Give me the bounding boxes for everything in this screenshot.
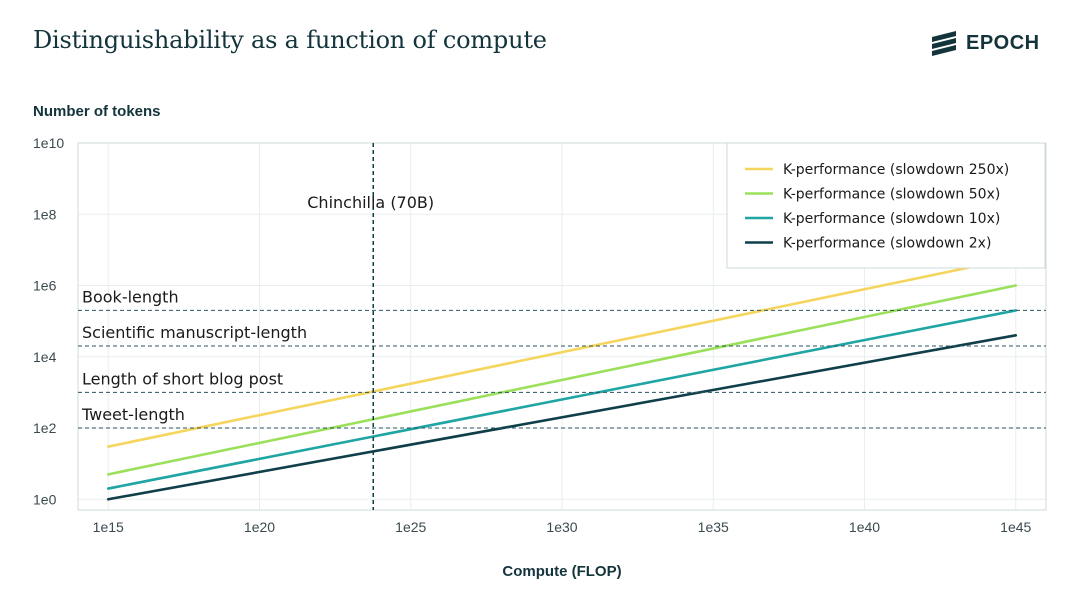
legend-box <box>726 142 1046 269</box>
x-tick-label: 1e40 <box>849 519 880 535</box>
legend-label-2: K-performance (slowdown 10x) <box>783 211 1000 227</box>
hline-label-3: Tweet-length <box>81 405 185 424</box>
y-tick-label: 1e0 <box>33 491 57 507</box>
legend-label-0: K-performance (slowdown 250x) <box>783 162 1009 178</box>
epoch-stripes-icon <box>932 31 956 56</box>
y-tick-label: 1e10 <box>33 135 64 151</box>
x-tick-label: 1e35 <box>698 519 729 535</box>
y-tick-label: 1e6 <box>33 278 57 294</box>
series-line-3 <box>106 334 1018 501</box>
x-axis-label: Compute (FLOP) <box>502 563 621 580</box>
plot-frame <box>77 142 1047 511</box>
hline-label-2: Length of short blog post <box>82 369 283 388</box>
chart-title: Distinguishability as a function of comp… <box>33 26 547 54</box>
series-line-1 <box>106 284 1018 476</box>
y-axis-label: Number of tokens <box>33 103 161 120</box>
logo-text: EPOCH <box>966 31 1040 54</box>
hline-label-0: Book-length <box>82 287 179 306</box>
series-line-0 <box>106 256 1018 448</box>
vline-label-0: Chinchilla (70B) <box>307 193 434 212</box>
y-tick-label: 1e4 <box>33 349 57 365</box>
x-tick-label: 1e45 <box>1000 519 1031 535</box>
x-tick-label: 1e15 <box>93 519 124 535</box>
legend-label-1: K-performance (slowdown 50x) <box>783 187 1000 203</box>
epoch-logo: EPOCH <box>930 30 1040 56</box>
x-tick-label: 1e25 <box>395 519 426 535</box>
x-tick-label: 1e30 <box>546 519 577 535</box>
x-tick-label: 1e20 <box>244 519 275 535</box>
y-tick-label: 1e8 <box>33 206 57 222</box>
hline-label-1: Scientific manuscript-length <box>82 323 307 342</box>
series-line-2 <box>106 309 1018 490</box>
legend-label-3: K-performance (slowdown 2x) <box>783 236 991 252</box>
y-tick-label: 1e2 <box>33 420 57 436</box>
